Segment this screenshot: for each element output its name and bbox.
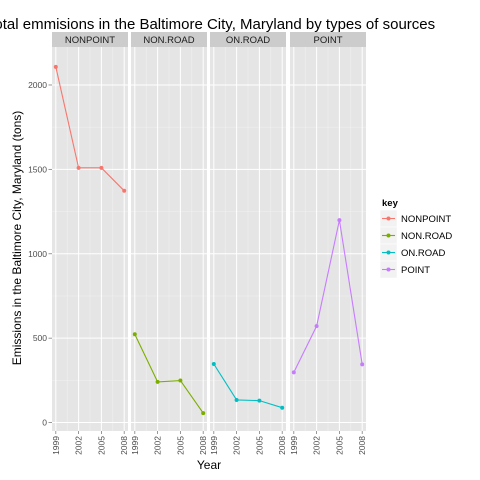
data-point bbox=[201, 411, 206, 416]
facet-strip bbox=[131, 32, 207, 47]
facet-panel-point: POINT 1999 2002 2005 2008 bbox=[289, 32, 367, 455]
y-axis-title: Emissions in the Baltimore City, Marylan… bbox=[10, 111, 24, 366]
y-tick-label: 2000 bbox=[28, 80, 47, 90]
legend-label: POINT bbox=[401, 265, 430, 276]
facet-strip-label: NONPOINT bbox=[65, 35, 115, 46]
x-tick-label: 2008 bbox=[198, 436, 208, 455]
x-tick-label: 1999 bbox=[209, 436, 219, 455]
legend-label: ON.ROAD bbox=[401, 248, 445, 259]
x-tick-label: 1999 bbox=[289, 436, 299, 455]
y-tick-label: 1500 bbox=[28, 164, 47, 174]
x-tick-label: 2008 bbox=[277, 436, 287, 455]
y-tick-label: 500 bbox=[33, 333, 47, 343]
facet-strip bbox=[210, 32, 286, 47]
data-point bbox=[314, 324, 319, 329]
y-tick-label: 0 bbox=[42, 418, 47, 428]
data-point bbox=[360, 362, 365, 367]
facet-panel-nonpoint: NONPOINT 1999 2002 2005 2008 bbox=[51, 32, 129, 455]
facet-strip-label: POINT bbox=[313, 35, 342, 46]
data-point bbox=[291, 370, 296, 375]
facet-strip bbox=[290, 32, 366, 47]
facet-strip-label: ON.ROAD bbox=[226, 35, 270, 46]
x-tick-label: 2002 bbox=[153, 436, 163, 455]
x-tick-label: 2005 bbox=[175, 436, 185, 455]
legend-key-point bbox=[386, 216, 391, 221]
x-tick-label: 2005 bbox=[254, 436, 264, 455]
facet-panel-on-road: ON.ROAD 1999 2002 2005 2008 bbox=[209, 32, 287, 455]
series-line-on-road bbox=[213, 363, 283, 409]
data-point bbox=[122, 188, 127, 193]
data-point bbox=[257, 398, 262, 403]
x-tick-label: 1999 bbox=[130, 436, 140, 455]
legend-label: NON.ROAD bbox=[401, 231, 452, 242]
legend-key-point bbox=[386, 250, 391, 255]
legend-title: key bbox=[382, 198, 399, 209]
facet-panel-non-road: NON.ROAD 1999 2002 2005 2008 bbox=[130, 32, 208, 455]
x-tick-label: 2005 bbox=[334, 436, 344, 455]
facet-strip-label: NON.ROAD bbox=[143, 35, 194, 46]
legend-key-point bbox=[386, 267, 391, 272]
facet-strip bbox=[52, 32, 128, 47]
series-line-nonpoint bbox=[55, 66, 125, 192]
data-point bbox=[337, 218, 342, 223]
x-tick-label: 2008 bbox=[119, 436, 129, 455]
data-point bbox=[99, 165, 104, 170]
chart-title: Total emmisions in the Baltimore City, M… bbox=[0, 16, 435, 33]
x-tick-label: 2002 bbox=[74, 436, 84, 455]
legend-key-point bbox=[386, 233, 391, 238]
series-line-point bbox=[293, 220, 363, 373]
x-tick-label: 2008 bbox=[357, 436, 367, 455]
data-point bbox=[234, 397, 239, 402]
x-tick-label: 2002 bbox=[312, 436, 322, 455]
x-tick-label: 2005 bbox=[96, 436, 106, 455]
data-point bbox=[132, 332, 137, 337]
y-tick-label: 1000 bbox=[28, 249, 47, 259]
data-point bbox=[211, 361, 216, 366]
series-line-non-road bbox=[134, 334, 204, 414]
plot-area: 0 500 1000 1500 2000 NONPOINT 1999 2002 2005 2008… bbox=[28, 32, 367, 455]
data-point bbox=[280, 405, 285, 410]
legend-label: NONPOINT bbox=[401, 214, 451, 225]
x-tick-label: 1999 bbox=[51, 436, 61, 455]
data-point bbox=[53, 64, 58, 69]
data-point bbox=[178, 378, 183, 383]
data-point bbox=[155, 379, 160, 384]
data-point bbox=[76, 165, 81, 170]
x-tick-label: 2002 bbox=[232, 436, 242, 455]
x-axis-title: Year bbox=[197, 458, 221, 472]
